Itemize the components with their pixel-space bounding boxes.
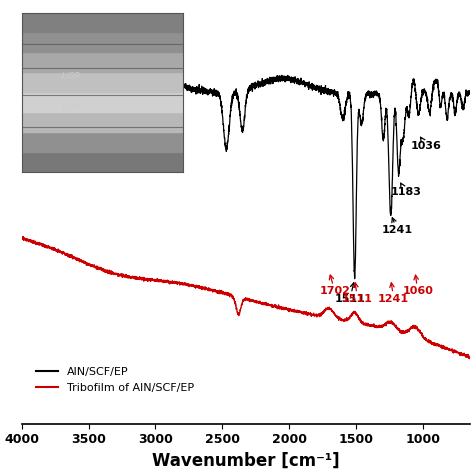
Text: 1241: 1241 — [382, 218, 413, 235]
X-axis label: Wavenumber [cm⁻¹]: Wavenumber [cm⁻¹] — [152, 452, 339, 470]
Text: 1241: 1241 — [378, 283, 409, 303]
Text: 1702: 1702 — [319, 275, 350, 296]
Legend: AlN/SCF/EP, Tribofilm of AlN/SCF/EP: AlN/SCF/EP, Tribofilm of AlN/SCF/EP — [32, 363, 199, 397]
Text: 1060: 1060 — [402, 275, 433, 296]
Text: 1183: 1183 — [390, 183, 421, 197]
Text: 1036: 1036 — [411, 137, 442, 151]
Text: 1511: 1511 — [342, 283, 373, 303]
Text: 1511: 1511 — [335, 283, 365, 303]
